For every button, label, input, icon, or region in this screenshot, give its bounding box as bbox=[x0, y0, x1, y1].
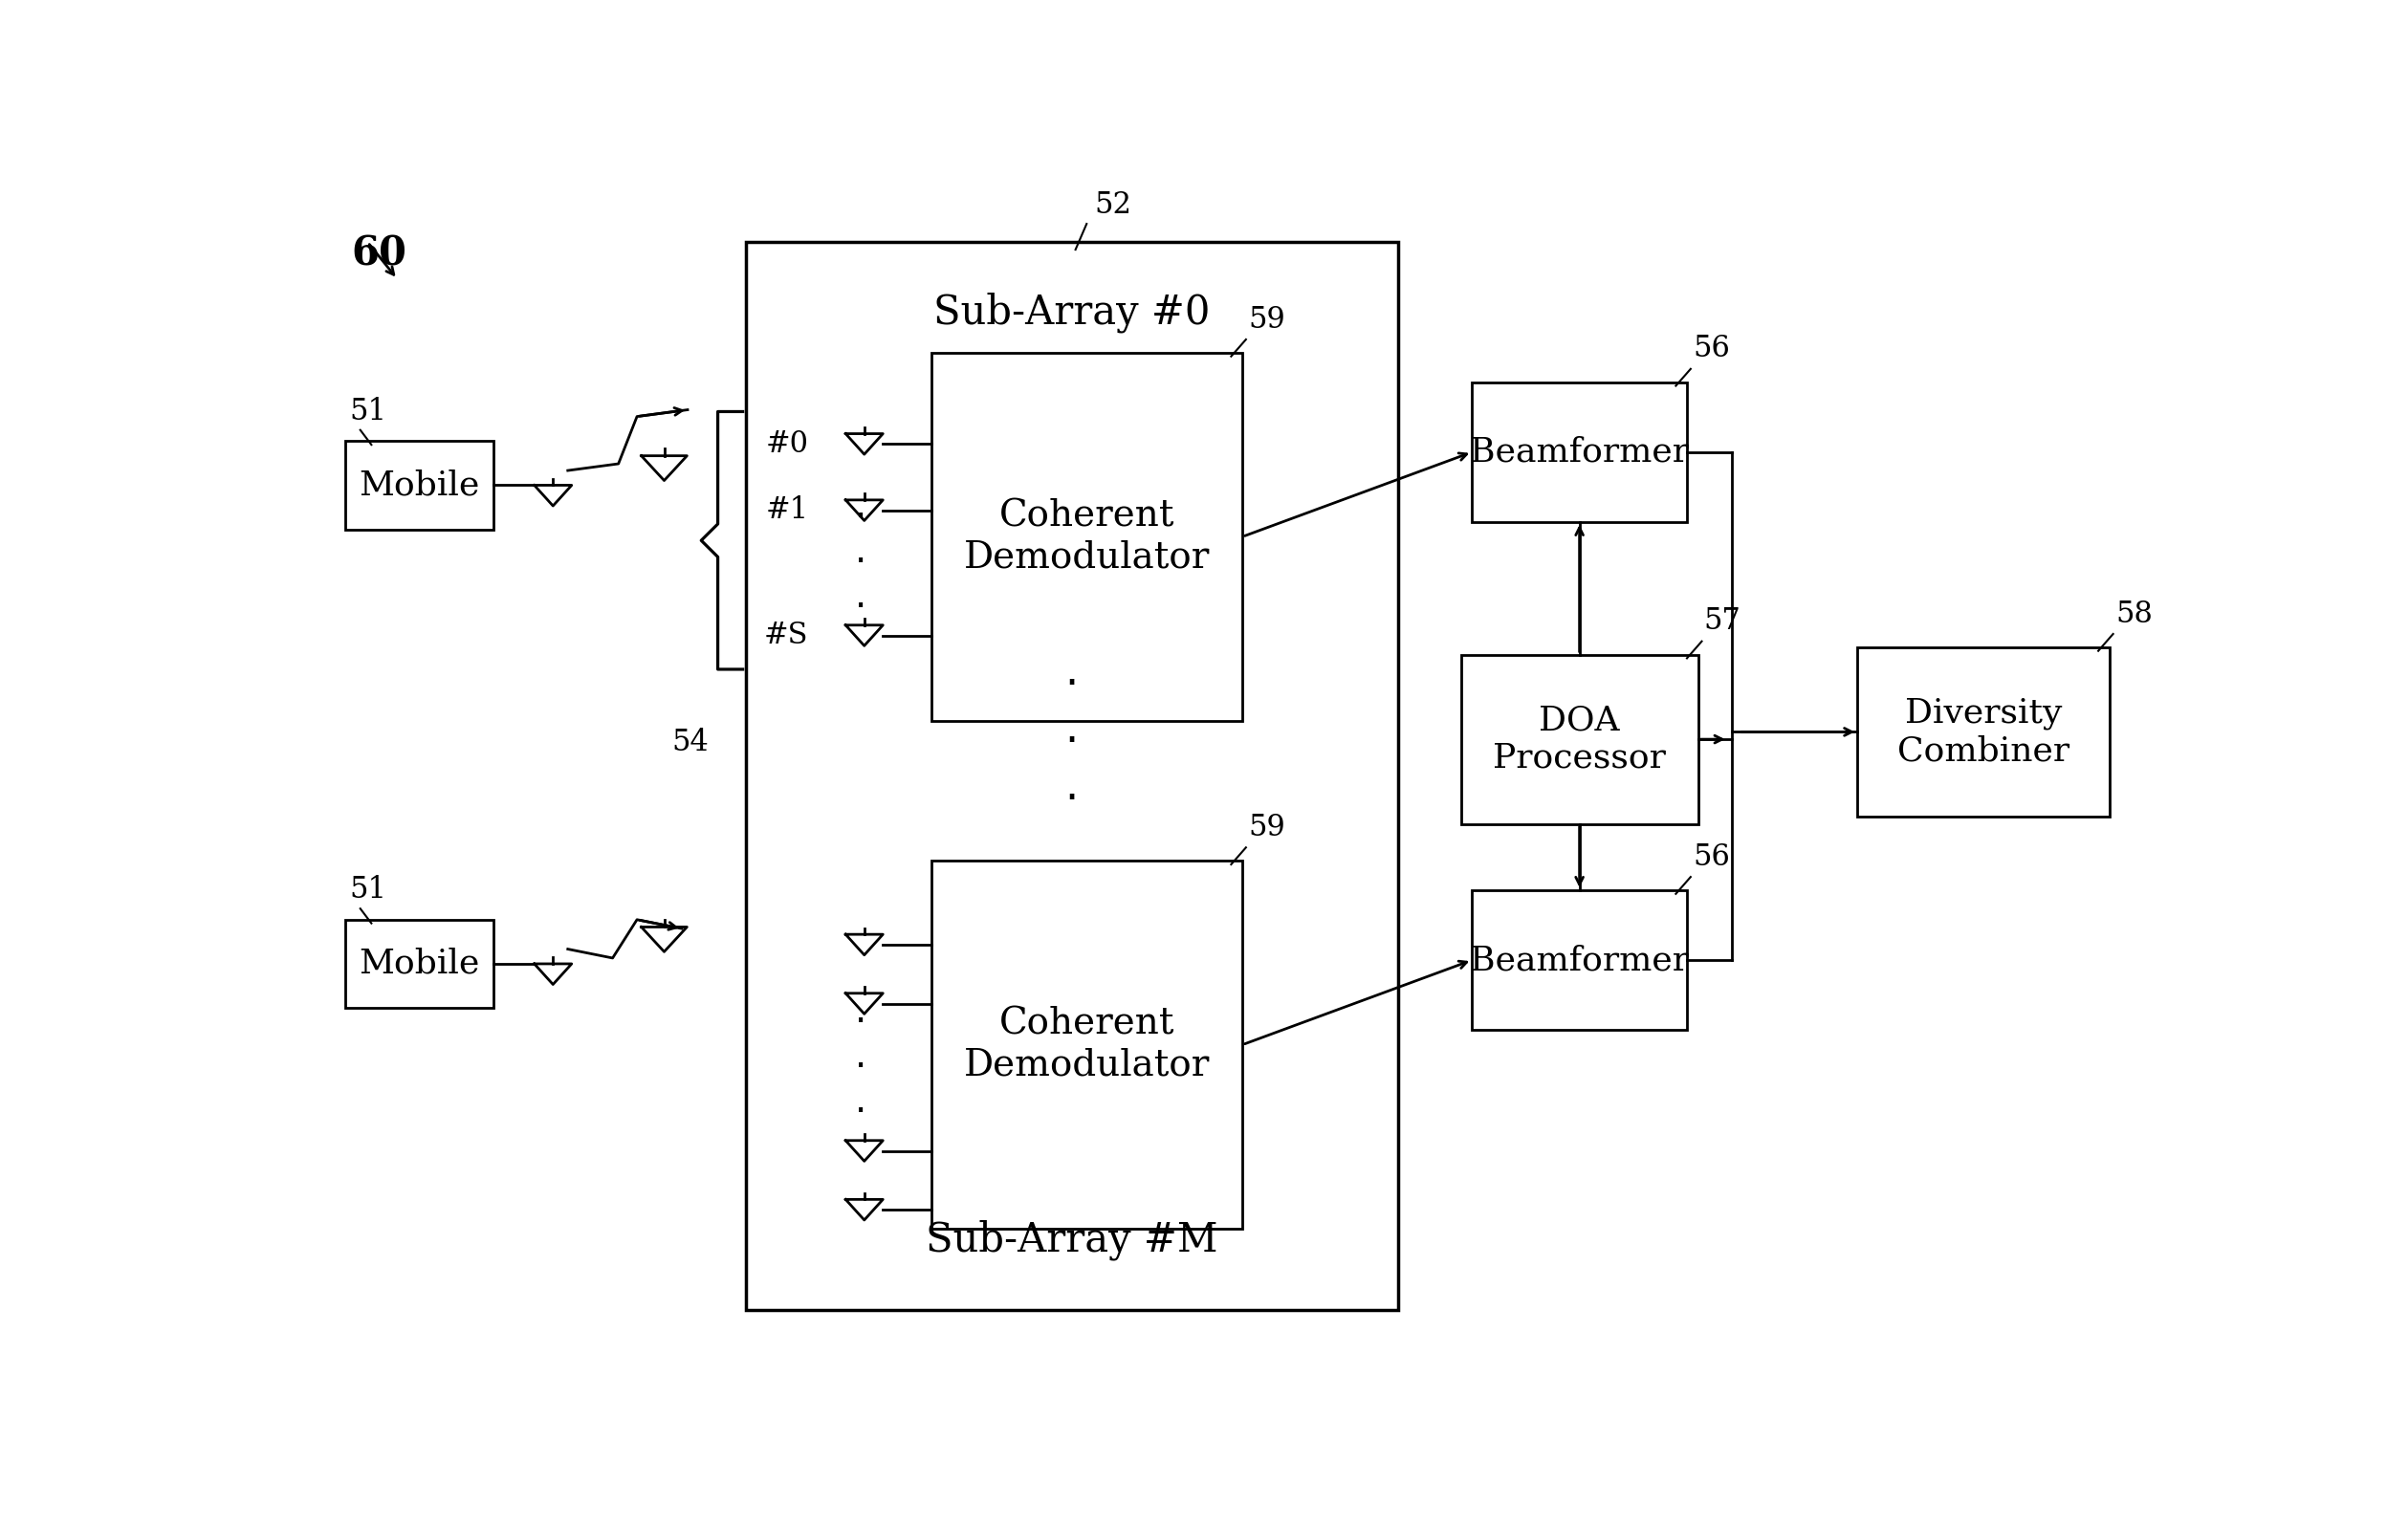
Bar bbox=[1857, 648, 2109, 816]
Text: Sub-Array #0: Sub-Array #0 bbox=[934, 292, 1211, 333]
Text: Mobile: Mobile bbox=[359, 947, 479, 979]
Text: Mobile: Mobile bbox=[359, 469, 479, 501]
Text: ·
·
·: · · · bbox=[855, 1004, 867, 1131]
Text: Diversity
Combiner: Diversity Combiner bbox=[1898, 697, 2068, 767]
Text: Coherent
Demodulator: Coherent Demodulator bbox=[963, 1007, 1209, 1083]
Bar bbox=[344, 920, 494, 1008]
Text: ·
·
·: · · · bbox=[855, 500, 867, 625]
Bar bbox=[1471, 382, 1688, 523]
Text: 58: 58 bbox=[2114, 599, 2153, 630]
Text: Sub-Array #M: Sub-Array #M bbox=[925, 1219, 1218, 1261]
Text: DOA
Processor: DOA Processor bbox=[1493, 704, 1666, 775]
Text: Beamformer: Beamformer bbox=[1469, 944, 1688, 976]
Text: #1: #1 bbox=[766, 495, 809, 526]
Bar bbox=[1471, 891, 1688, 1030]
Text: 56: 56 bbox=[1693, 842, 1729, 872]
Text: 52: 52 bbox=[1093, 191, 1132, 220]
Text: #0: #0 bbox=[766, 429, 809, 458]
Text: ·
·
·: · · · bbox=[1064, 665, 1079, 821]
Bar bbox=[932, 860, 1243, 1229]
Text: #S: #S bbox=[763, 620, 809, 651]
Text: Beamformer: Beamformer bbox=[1469, 435, 1688, 469]
Text: 54: 54 bbox=[672, 729, 708, 758]
Bar bbox=[932, 353, 1243, 721]
Text: 60: 60 bbox=[352, 234, 407, 274]
Text: 57: 57 bbox=[1705, 607, 1741, 636]
Bar bbox=[746, 243, 1399, 1309]
Text: 51: 51 bbox=[349, 397, 385, 426]
Text: 59: 59 bbox=[1247, 813, 1286, 842]
Bar bbox=[344, 442, 494, 529]
Text: 56: 56 bbox=[1693, 335, 1729, 364]
Text: Coherent
Demodulator: Coherent Demodulator bbox=[963, 498, 1209, 575]
Bar bbox=[1462, 654, 1698, 824]
Text: 51: 51 bbox=[349, 876, 385, 905]
Text: 59: 59 bbox=[1247, 304, 1286, 335]
